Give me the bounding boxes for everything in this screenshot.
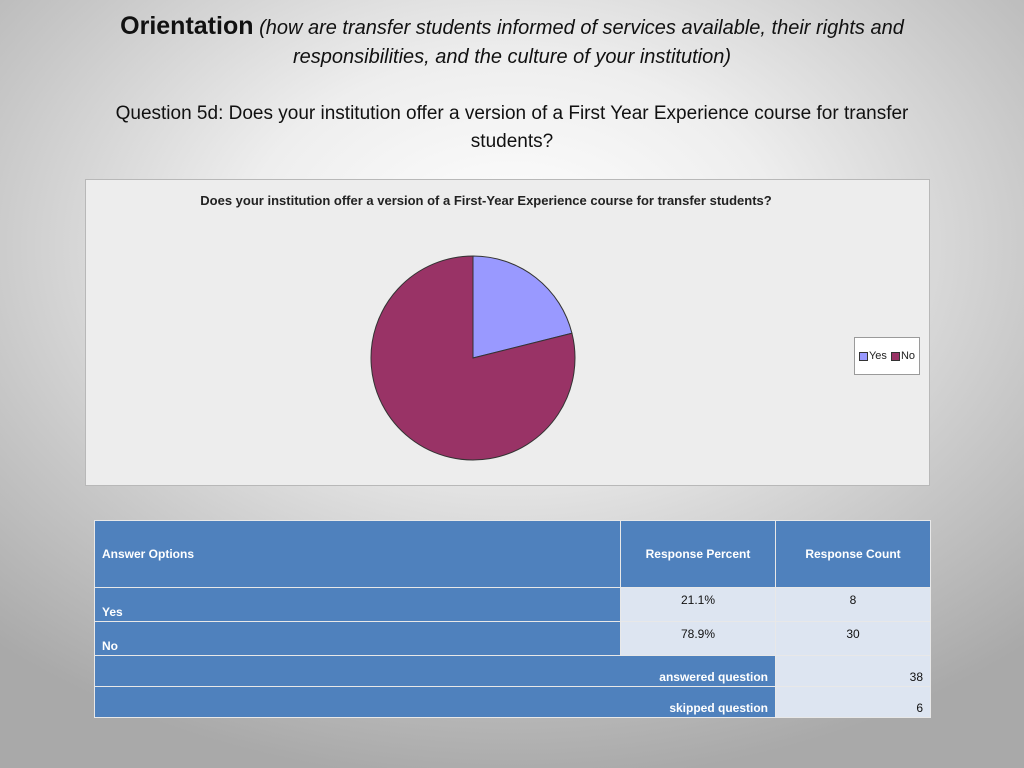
- legend-label-no: No: [900, 350, 915, 362]
- legend-swatch-no: [890, 351, 900, 361]
- legend-item-no: No: [890, 350, 915, 362]
- legend-label-yes: Yes: [868, 350, 887, 362]
- header-answer-options: Answer Options: [94, 520, 621, 588]
- pie-slice-no: [370, 255, 576, 461]
- legend-swatch-yes: [858, 351, 868, 361]
- title-main: Orientation: [120, 12, 254, 40]
- chart-title: Does your institution offer a version of…: [200, 193, 772, 208]
- pie-chart: Does your institution offer a version of…: [85, 179, 930, 486]
- pie-chart-svg: [370, 255, 576, 461]
- pie-slice-yes: [472, 255, 573, 359]
- question-line-1: Question 5d: Does your institution offer…: [115, 103, 909, 124]
- title-subtitle-1: (how are transfer students informed of s…: [259, 17, 904, 39]
- row-percent: 78.9%: [620, 621, 776, 656]
- skipped-count: 6: [775, 686, 931, 718]
- legend-item-yes: Yes: [858, 350, 887, 362]
- answered-label: answered question: [94, 655, 776, 687]
- row-percent: 21.1%: [620, 587, 776, 622]
- skipped-label: skipped question: [94, 686, 776, 718]
- chart-legend: Yes No: [854, 337, 920, 375]
- response-table: Answer Options Response Percent Response…: [94, 520, 931, 718]
- table-row: Yes 21.1% 8: [94, 587, 931, 622]
- question-text: Question 5d: Does your institution offer…: [60, 100, 964, 156]
- row-count: 30: [775, 621, 931, 656]
- header-response-count: Response Count: [775, 520, 931, 588]
- skipped-row: skipped question 6: [94, 686, 931, 718]
- row-option: No: [94, 621, 621, 656]
- answered-row: answered question 38: [94, 655, 931, 687]
- row-option: Yes: [94, 587, 621, 622]
- answered-count: 38: [775, 655, 931, 687]
- title-subtitle-2: responsibilities, and the culture of you…: [292, 46, 731, 68]
- row-count: 8: [775, 587, 931, 622]
- question-line-2: students?: [470, 131, 554, 152]
- table-header-row: Answer Options Response Percent Response…: [94, 520, 931, 588]
- table-row: No 78.9% 30: [94, 621, 931, 656]
- slide-title: Orientation (how are transfer students i…: [40, 12, 984, 72]
- header-response-percent: Response Percent: [620, 520, 776, 588]
